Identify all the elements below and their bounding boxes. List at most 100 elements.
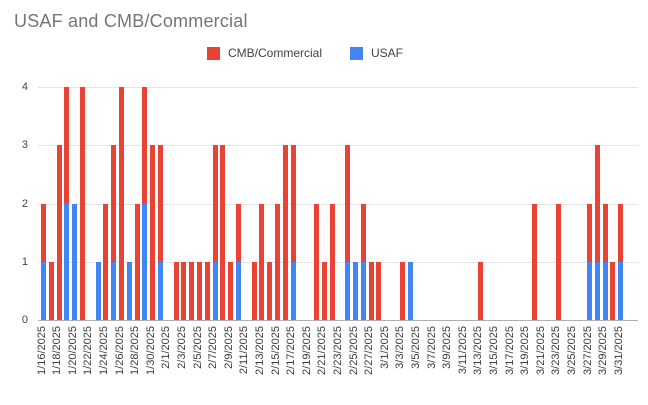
bar-segment-cmb-1/29/2025[interactable] xyxy=(142,87,148,204)
x-tick-label: 2/9/2025 xyxy=(222,326,235,369)
bar-segment-cmb-1/19/2025[interactable] xyxy=(64,87,70,204)
bar-segment-usaf-1/25/2025[interactable] xyxy=(111,261,117,320)
bar-segment-usaf-1/19/2025[interactable] xyxy=(64,203,70,320)
bar-segment-cmb-2/5/2025[interactable] xyxy=(197,261,202,320)
y-tick-label: 0 xyxy=(21,314,28,326)
legend-item-usaf[interactable]: USAF xyxy=(350,46,403,60)
x-tick-label: 2/5/2025 xyxy=(191,326,204,369)
x-tick-label: 3/15/2025 xyxy=(487,326,500,375)
bar-segment-usaf-1/20/2025[interactable] xyxy=(72,203,78,320)
bar-segment-usaf-2/25/2025[interactable] xyxy=(353,261,358,320)
bar-segment-usaf-2/10/2025[interactable] xyxy=(236,261,241,320)
bar-segment-usaf-2/7/2025[interactable] xyxy=(212,261,218,320)
bar-segment-usaf-1/29/2025[interactable] xyxy=(142,203,148,320)
bar-segment-cmb-2/24/2025[interactable] xyxy=(345,145,351,262)
x-tick-label: 2/27/2025 xyxy=(363,326,376,375)
x-tick-label: 3/21/2025 xyxy=(534,326,547,375)
bar-segment-cmb-1/17/2025[interactable] xyxy=(48,261,54,320)
bar-segment-usaf-1/16/2025[interactable] xyxy=(41,261,46,320)
bar-segment-cmb-2/20/2025[interactable] xyxy=(314,203,319,320)
x-tick-label: 2/17/2025 xyxy=(285,326,298,375)
x-tick-label: 1/16/2025 xyxy=(35,326,48,375)
bar-segment-cmb-2/22/2025[interactable] xyxy=(329,203,335,320)
bar-segment-cmb-2/10/2025[interactable] xyxy=(236,203,241,262)
x-tick-label: 2/1/2025 xyxy=(160,326,173,369)
bar-segment-cmb-2/16/2025[interactable] xyxy=(282,145,288,320)
legend: CMB/Commercial USAF xyxy=(0,46,610,60)
y-tick-label: 2 xyxy=(21,197,28,210)
bar-segment-cmb-1/16/2025[interactable] xyxy=(41,203,46,262)
bar-segment-usaf-3/29/2025[interactable] xyxy=(602,261,608,320)
x-tick-label: 2/21/2025 xyxy=(316,326,329,375)
bar-segment-cmb-3/30/2025[interactable] xyxy=(610,261,616,320)
gridline xyxy=(38,87,638,88)
gridline xyxy=(38,261,638,263)
bar-segment-cmb-2/21/2025[interactable] xyxy=(321,261,327,320)
bar-segment-cmb-3/20/2025[interactable] xyxy=(532,203,538,320)
bar-segment-usaf-2/17/2025[interactable] xyxy=(290,261,296,320)
bar-segment-usaf-1/27/2025[interactable] xyxy=(126,261,132,320)
bar-segment-cmb-3/28/2025[interactable] xyxy=(594,145,600,262)
x-tick-label: 3/3/2025 xyxy=(394,326,407,369)
bar-segment-cmb-2/27/2025[interactable] xyxy=(368,261,374,320)
y-tick-label: 3 xyxy=(21,139,28,152)
x-tick-label: 3/13/2025 xyxy=(472,326,485,375)
bar-segment-cmb-1/28/2025[interactable] xyxy=(134,203,140,320)
bar-segment-cmb-2/17/2025[interactable] xyxy=(290,145,296,262)
bar-segment-cmb-2/15/2025[interactable] xyxy=(275,203,280,320)
bar-segment-cmb-2/4/2025[interactable] xyxy=(189,261,195,320)
bar-segment-cmb-2/14/2025[interactable] xyxy=(267,261,273,320)
bar-segment-cmb-2/6/2025[interactable] xyxy=(204,261,210,320)
bar-segment-cmb-2/26/2025[interactable] xyxy=(360,203,366,262)
legend-item-cmb-commercial[interactable]: CMB/Commercial xyxy=(206,46,322,60)
x-tick-label: 3/25/2025 xyxy=(565,326,578,375)
bar-segment-usaf-2/24/2025[interactable] xyxy=(345,261,351,320)
x-tick-label: 3/1/2025 xyxy=(378,326,391,369)
x-tick-label: 3/5/2025 xyxy=(409,326,422,369)
bar-segment-cmb-2/28/2025[interactable] xyxy=(376,261,382,320)
y-tick-label: 4 xyxy=(21,81,28,93)
bar-segment-usaf-3/31/2025[interactable] xyxy=(618,261,624,320)
x-tick-label: 3/7/2025 xyxy=(425,326,438,369)
bar-segment-cmb-2/8/2025[interactable] xyxy=(220,145,226,320)
bar-segment-cmb-3/3/2025[interactable] xyxy=(399,261,405,320)
bar-segment-cmb-2/3/2025[interactable] xyxy=(181,261,187,320)
bar-segment-cmb-1/30/2025[interactable] xyxy=(150,145,156,320)
bar-segment-cmb-2/13/2025[interactable] xyxy=(259,203,265,320)
bar-segment-cmb-2/12/2025[interactable] xyxy=(251,261,257,320)
gridline xyxy=(38,203,638,205)
bar-segment-cmb-3/29/2025[interactable] xyxy=(602,203,608,262)
bar-segment-cmb-2/9/2025[interactable] xyxy=(228,261,234,320)
bar-segment-usaf-3/28/2025[interactable] xyxy=(594,261,600,320)
bar-segment-cmb-2/7/2025[interactable] xyxy=(212,145,218,262)
bar-segment-cmb-3/31/2025[interactable] xyxy=(618,203,624,262)
x-tick-label: 2/13/2025 xyxy=(253,326,266,375)
x-tick-label: 1/18/2025 xyxy=(51,326,64,375)
bar-segment-cmb-3/27/2025[interactable] xyxy=(587,203,592,262)
bar-segment-cmb-1/18/2025[interactable] xyxy=(56,145,62,320)
y-tick-label: 1 xyxy=(21,255,28,268)
bar-segment-cmb-1/31/2025[interactable] xyxy=(158,145,163,262)
bar-segment-usaf-3/27/2025[interactable] xyxy=(587,261,592,320)
x-tick-label: 3/19/2025 xyxy=(519,326,532,375)
bar-segment-usaf-1/23/2025[interactable] xyxy=(95,261,101,320)
x-tick-label: 2/19/2025 xyxy=(300,326,313,375)
x-tick-label: 2/15/2025 xyxy=(269,326,282,375)
gridline xyxy=(38,145,638,147)
bar-segment-cmb-1/24/2025[interactable] xyxy=(103,203,109,320)
x-tick-label: 2/7/2025 xyxy=(207,326,220,369)
bar-segment-cmb-3/23/2025[interactable] xyxy=(555,203,561,320)
cmb-commercial-swatch-icon xyxy=(206,46,220,60)
bar-segment-usaf-3/4/2025[interactable] xyxy=(407,261,413,320)
x-tick-label: 2/25/2025 xyxy=(347,326,360,375)
bar-segment-cmb-2/2/2025[interactable] xyxy=(173,261,179,320)
bar-segment-cmb-1/21/2025[interactable] xyxy=(80,87,85,320)
bar-segment-usaf-2/26/2025[interactable] xyxy=(360,261,366,320)
bar-segment-cmb-1/26/2025[interactable] xyxy=(119,87,124,320)
bar-segment-usaf-1/31/2025[interactable] xyxy=(158,261,163,320)
bar-segment-cmb-3/13/2025[interactable] xyxy=(477,261,483,320)
x-tick-label: 3/23/2025 xyxy=(550,326,563,375)
bar-segment-cmb-1/25/2025[interactable] xyxy=(111,145,117,262)
